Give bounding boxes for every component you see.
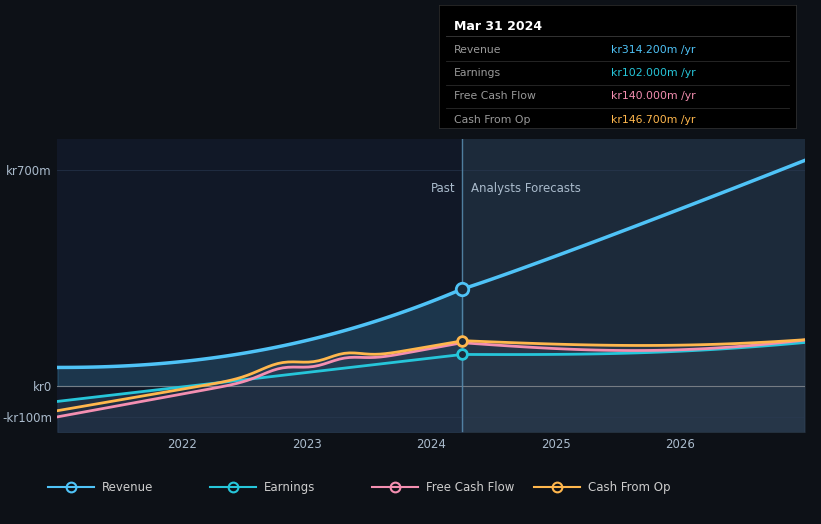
Text: Earnings: Earnings <box>264 481 315 494</box>
Text: Free Cash Flow: Free Cash Flow <box>453 91 535 101</box>
Bar <box>462 139 805 432</box>
Text: kr146.700m /yr: kr146.700m /yr <box>611 115 695 125</box>
Text: Mar 31 2024: Mar 31 2024 <box>453 20 542 33</box>
Text: Cash From Op: Cash From Op <box>588 481 671 494</box>
Text: Earnings: Earnings <box>453 68 501 78</box>
Text: kr140.000m /yr: kr140.000m /yr <box>611 91 695 101</box>
Text: kr102.000m /yr: kr102.000m /yr <box>611 68 695 78</box>
Text: Past: Past <box>431 182 456 195</box>
Text: kr314.200m /yr: kr314.200m /yr <box>611 45 695 54</box>
Text: Cash From Op: Cash From Op <box>453 115 530 125</box>
Text: Analysts Forecasts: Analysts Forecasts <box>471 182 580 195</box>
Text: Free Cash Flow: Free Cash Flow <box>426 481 514 494</box>
Text: Revenue: Revenue <box>102 481 154 494</box>
Text: Revenue: Revenue <box>453 45 501 54</box>
